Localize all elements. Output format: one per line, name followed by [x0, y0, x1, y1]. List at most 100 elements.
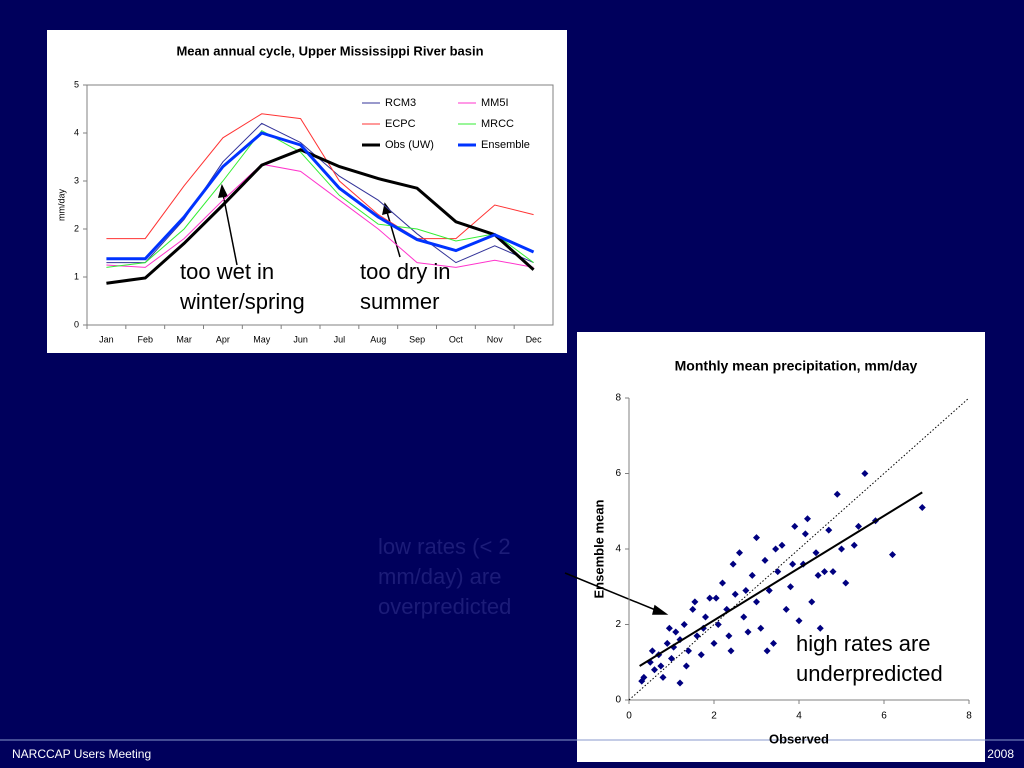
- point: [829, 568, 837, 576]
- annotation: too wet in: [180, 259, 274, 284]
- point: [651, 666, 658, 674]
- point: [801, 530, 809, 538]
- series-line: [106, 113, 534, 240]
- point: [672, 628, 680, 636]
- series-line: [106, 148, 535, 285]
- point: [725, 632, 733, 640]
- point: [772, 545, 780, 553]
- y-axis-label: Ensemble mean: [591, 499, 606, 598]
- x-tick-label: Oct: [449, 334, 464, 344]
- y-tick-label: 3: [74, 175, 79, 185]
- point: [765, 587, 773, 595]
- point: [825, 526, 833, 534]
- point: [729, 560, 737, 568]
- annotation: too dry in: [360, 259, 451, 284]
- identity-line: [628, 397, 970, 701]
- y-tick-label: 6: [615, 468, 621, 479]
- point: [710, 639, 718, 647]
- point: [736, 549, 743, 557]
- point: [680, 621, 688, 628]
- y-tick-label: 0: [74, 319, 79, 329]
- point: [712, 594, 720, 602]
- x-tick-label: Dec: [526, 334, 543, 344]
- legend-label: ECPC: [385, 118, 416, 130]
- chart-title: Monthly mean precipitation, mm/day: [675, 358, 918, 374]
- x-tick-label: 0: [626, 711, 632, 722]
- point: [640, 673, 648, 681]
- point: [731, 590, 739, 598]
- point: [682, 662, 690, 670]
- legend-label: Obs (UW): [385, 139, 434, 151]
- x-tick-label: Apr: [216, 334, 230, 344]
- point: [774, 568, 782, 576]
- point: [676, 679, 684, 687]
- point: [804, 515, 811, 523]
- point: [748, 571, 756, 579]
- point: [714, 621, 722, 628]
- legend-label: MM5I: [481, 97, 509, 109]
- point: [821, 568, 828, 576]
- y-axis-label: mm/day: [56, 189, 66, 222]
- y-tick-label: 1: [74, 271, 79, 281]
- point: [702, 613, 709, 621]
- y-tick-label: 2: [74, 223, 79, 233]
- point: [861, 470, 869, 477]
- x-tick-label: Aug: [370, 334, 386, 344]
- point: [838, 545, 845, 553]
- y-tick-label: 4: [615, 544, 621, 555]
- annotation: summer: [360, 289, 439, 314]
- point: [833, 490, 841, 498]
- point: [782, 605, 790, 613]
- footer: NARCCAP Users Meeting: [12, 747, 151, 761]
- legend-label: RCM3: [385, 97, 416, 109]
- chart-panel: [47, 30, 567, 353]
- y-tick-label: 0: [615, 695, 621, 706]
- point: [744, 628, 752, 636]
- point: [657, 662, 665, 670]
- x-tick-label: 4: [796, 711, 802, 722]
- point: [816, 624, 824, 632]
- point: [697, 651, 705, 659]
- point: [740, 613, 748, 621]
- point: [761, 556, 769, 564]
- y-tick-label: 8: [615, 393, 621, 404]
- point: [787, 583, 794, 591]
- x-tick-label: Jun: [293, 334, 308, 344]
- series-line: [106, 129, 534, 268]
- point: [693, 632, 701, 640]
- annotation: mm/day) are: [378, 564, 501, 589]
- x-tick-label: Jan: [99, 334, 114, 344]
- x-tick-label: Nov: [487, 334, 504, 344]
- point: [665, 624, 673, 632]
- annotation: low rates (< 2: [378, 534, 511, 559]
- point: [889, 551, 896, 559]
- point: [659, 673, 667, 681]
- x-tick-label: May: [253, 334, 271, 344]
- point: [791, 522, 799, 530]
- point: [789, 560, 797, 568]
- x-axis-label: Observed: [769, 731, 829, 746]
- point: [763, 647, 771, 655]
- legend-label: MRCC: [481, 118, 514, 130]
- x-tick-label: Feb: [137, 334, 153, 344]
- point: [706, 594, 714, 602]
- point: [842, 579, 850, 587]
- point: [757, 624, 765, 632]
- x-tick-label: 2: [711, 711, 717, 722]
- series-line: [106, 131, 535, 261]
- fit-line: [639, 491, 923, 667]
- annotation: winter/spring: [179, 289, 305, 314]
- point: [685, 647, 692, 655]
- x-tick-label: 6: [881, 711, 887, 722]
- point: [689, 605, 697, 613]
- annotation: underpredicted: [796, 661, 943, 686]
- x-tick-label: Jul: [334, 334, 346, 344]
- point: [808, 598, 816, 606]
- y-tick-label: 4: [74, 127, 79, 137]
- point: [850, 541, 858, 549]
- point: [778, 541, 786, 549]
- point: [753, 598, 760, 606]
- point: [795, 617, 803, 625]
- point: [918, 503, 926, 511]
